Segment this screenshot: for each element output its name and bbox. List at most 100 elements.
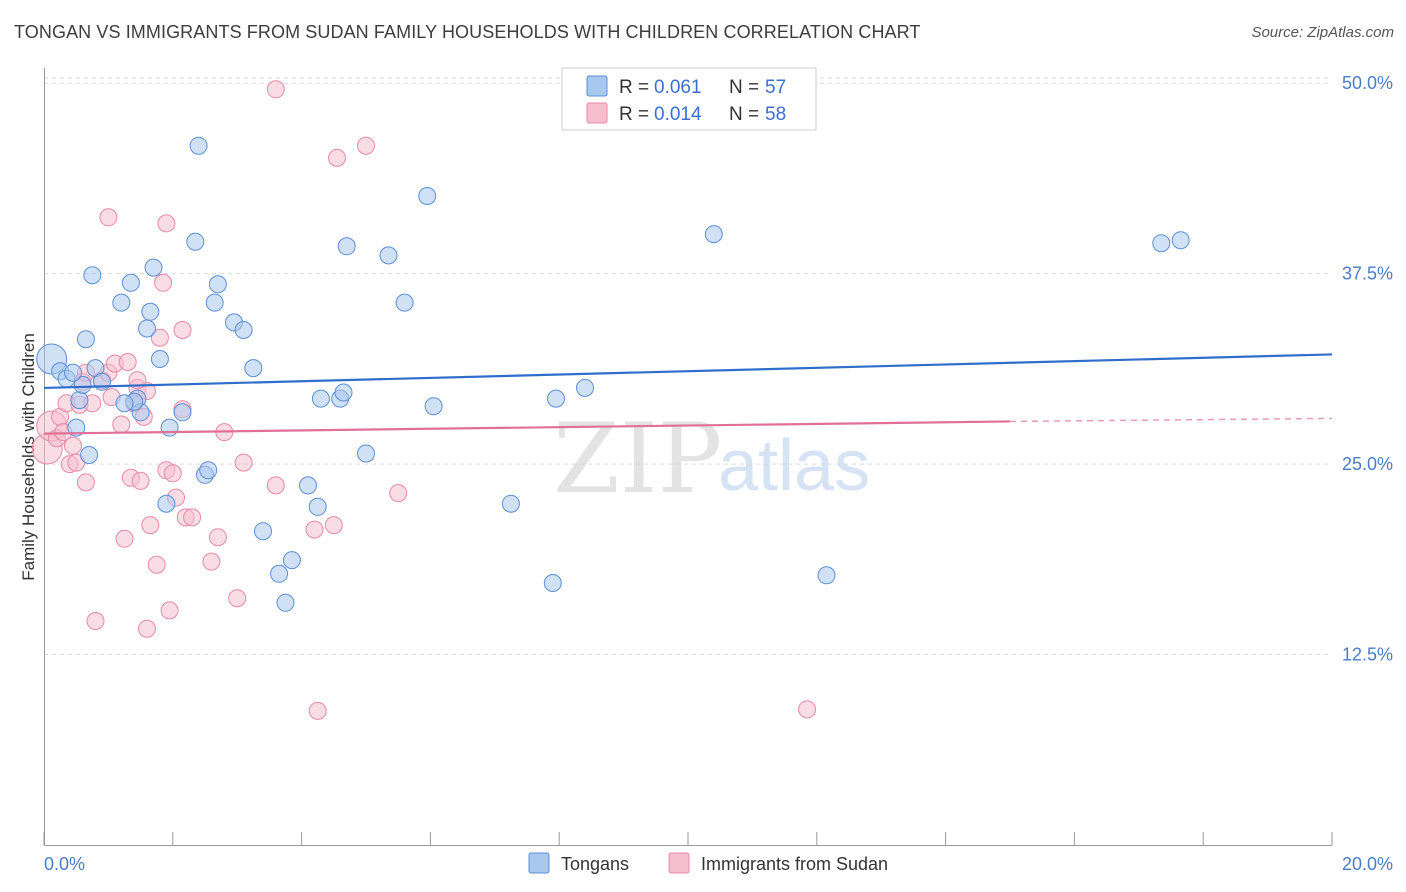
legend-r-label: R = (619, 77, 649, 98)
y-axis-label: Family Households with Children (19, 333, 38, 581)
tongans-point (547, 389, 565, 408)
bottom-legend: Tongans Immigrants from Sudan (528, 852, 888, 874)
sudan-point (324, 516, 343, 535)
legend-row-sudan: R = 0.014 N = 58 (619, 104, 786, 125)
sudan-point (183, 508, 202, 527)
sudan-point (64, 436, 82, 455)
tongans-point (76, 330, 95, 349)
tongans-point (418, 187, 437, 205)
tongans-point (144, 258, 163, 277)
watermark-zip: ZIP (553, 403, 722, 515)
tongans-point (199, 461, 218, 480)
tongans-point (234, 321, 253, 339)
tongans-point (67, 418, 86, 437)
sudan-point (138, 619, 156, 638)
trend-lines (43, 353, 1333, 435)
sudan-point (328, 148, 346, 167)
sudan-point (173, 321, 192, 339)
tongans-point (64, 363, 82, 382)
sudan-point (141, 516, 160, 535)
sudan-point (266, 476, 285, 495)
sudan-point (150, 328, 169, 347)
tongans-point (115, 394, 134, 413)
bottom-legend-label-sudan: Immigrants from Sudan (701, 854, 888, 874)
tongans-point (337, 237, 356, 256)
trend-line-tongans (43, 353, 1333, 390)
legend-n-value-sudan: 58 (765, 104, 786, 125)
sudan-point (76, 473, 95, 492)
legend-n-value-tongans: 57 (765, 77, 786, 98)
y-tick-label: 25.0% (1342, 454, 1393, 474)
tongans-point (121, 273, 140, 292)
sudan-point (131, 471, 150, 490)
y-tick-label: 37.5% (1342, 264, 1393, 284)
tongans-point (186, 232, 205, 251)
sudan-point (115, 529, 134, 548)
sudan-point (305, 520, 324, 539)
legend-r-label: R = (619, 104, 649, 125)
sudan-point (154, 273, 173, 292)
tongans-point (276, 593, 295, 612)
series-tongans (36, 136, 1190, 612)
sudan-point (208, 528, 227, 547)
chart-title: TONGAN VS IMMIGRANTS FROM SUDAN FAMILY H… (14, 22, 921, 42)
x-tick-label-max: 20.0% (1342, 854, 1393, 874)
tongans-point (424, 397, 443, 416)
tongans-point (80, 446, 99, 464)
sudan-point (234, 453, 253, 472)
source-credit: Source: ZipAtlas.com (1251, 24, 1394, 41)
tongans-point (817, 566, 836, 585)
y-tick-label: 12.5% (1342, 645, 1393, 665)
tongans-point (501, 494, 520, 513)
sudan-point (99, 208, 118, 227)
tongans-point (379, 246, 398, 265)
tongans-point (282, 551, 301, 570)
tongans-point (160, 418, 179, 437)
legend-row-tongans: R = 0.061 N = 57 (619, 77, 786, 98)
tongans-point (254, 522, 272, 541)
x-axis-ticks (43, 832, 1333, 845)
tongans-point (334, 383, 353, 402)
sudan-point (266, 80, 285, 99)
sudan-point (112, 415, 131, 434)
tongans-point (208, 275, 227, 294)
legend-swatch-tongans (586, 75, 608, 97)
legend: R = 0.061 N = 57 R = 0.014 N = 58 (561, 67, 817, 131)
sudan-point (798, 700, 817, 719)
tongans-point (270, 564, 289, 583)
tongans-point (395, 293, 414, 312)
tongans-point (70, 391, 89, 410)
tongans-point (112, 293, 131, 312)
tongans-point (157, 494, 176, 513)
tongans-point (299, 476, 317, 495)
tongans-point (1171, 231, 1190, 250)
sudan-point (157, 214, 176, 233)
tongans-point (576, 378, 594, 397)
trend-line-sudan (43, 420, 1011, 435)
y-tick-label: 50.0% (1342, 73, 1393, 93)
tongans-point (83, 266, 102, 285)
watermark-atlas: atlas (718, 426, 870, 506)
legend-r-value-tongans: 0.061 (654, 77, 702, 98)
tongans-point (189, 136, 208, 155)
tongans-point (205, 293, 224, 312)
legend-n-label: N = (729, 104, 759, 125)
tongans-point (93, 372, 111, 391)
tongans-point (311, 389, 330, 408)
sudan-point (228, 589, 247, 608)
tongans-point (244, 359, 263, 378)
tongans-point (141, 302, 160, 321)
tongans-point (308, 497, 327, 516)
trend-line-sudan-extension (1009, 417, 1333, 423)
tongans-point (357, 444, 375, 463)
sudan-point (86, 612, 105, 630)
sudan-point (147, 555, 166, 574)
tongans-point (138, 319, 156, 338)
x-tick-label-min: 0.0% (44, 854, 85, 874)
gridlines (44, 77, 1332, 656)
series-immigrants-from-sudan (31, 80, 817, 720)
sudan-point (202, 552, 221, 571)
sudan-point (308, 701, 327, 720)
sudan-point (357, 136, 375, 155)
